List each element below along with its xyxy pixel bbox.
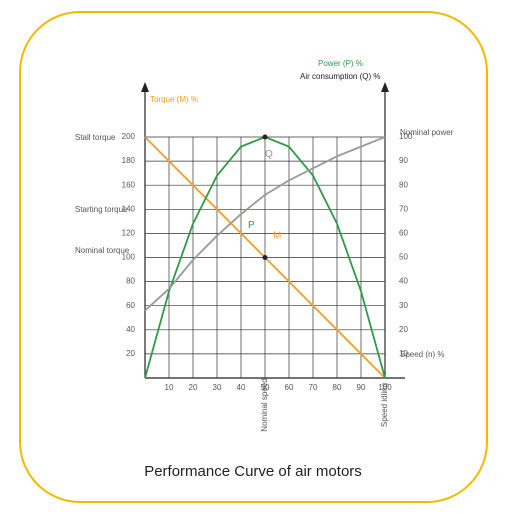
y-label: Torque (M) % [150,95,198,104]
y2-tick-label: 70 [399,204,408,213]
y2-tick-label: 20 [399,325,408,334]
frame [19,11,488,503]
annotation: Nominal power [400,128,454,137]
x-tick-label: 90 [357,383,366,392]
x-tick-label: 60 [285,383,294,392]
x-label: Speed (n) % [400,350,444,359]
series-label: P [248,220,255,231]
x-tick-label: 30 [213,383,222,392]
x-tick-label: 50 [261,383,270,392]
x-tick-label: 10 [165,383,174,392]
series-label: M [273,230,281,241]
y-tick-label: 200 [122,132,136,141]
y-tick-label: 180 [122,156,136,165]
annotation: Starting torque [75,205,128,214]
y2-tick-label: 60 [399,229,408,238]
y2-label: Air consumption (Q) % [300,72,380,81]
y-tick-label: 100 [122,253,136,262]
y-tick-label: 20 [126,349,135,358]
point [262,134,268,140]
y-tick-label: 120 [122,229,136,238]
y2-tick-label: 100 [399,132,413,141]
arrow [141,82,149,92]
y-tick-label: 60 [126,301,135,310]
y-tick-label: 140 [122,204,136,213]
annotation: Stall torque [75,133,116,142]
series-label: Q [265,149,273,160]
y2-tick-label: 80 [399,180,408,189]
y2-tick-label: 30 [399,301,408,310]
annotation: Speed idling [380,383,389,427]
y2-tick-label: 50 [399,253,408,262]
annotation: Nominal torque [75,246,130,255]
x-tick-label: 100 [378,383,392,392]
x-tick-label: 80 [333,383,342,392]
y2-tick-label: 90 [399,156,408,165]
y2-label: Power (P) % [318,59,363,68]
y2-tick-label: 40 [399,277,408,286]
y-tick-label: 160 [122,180,136,189]
caption: Performance Curve of air motors [144,463,362,480]
arrow [381,82,389,92]
x-tick-label: 20 [189,383,198,392]
point [262,255,268,260]
annotation: Nominal speed [260,378,269,431]
y-tick-label: 80 [126,277,135,286]
x-tick-label: 70 [309,383,318,392]
y-tick-label: 40 [126,325,135,334]
y2-tick-label: 10 [399,349,408,358]
x-tick-label: 40 [237,383,246,392]
series-line [144,136,386,312]
